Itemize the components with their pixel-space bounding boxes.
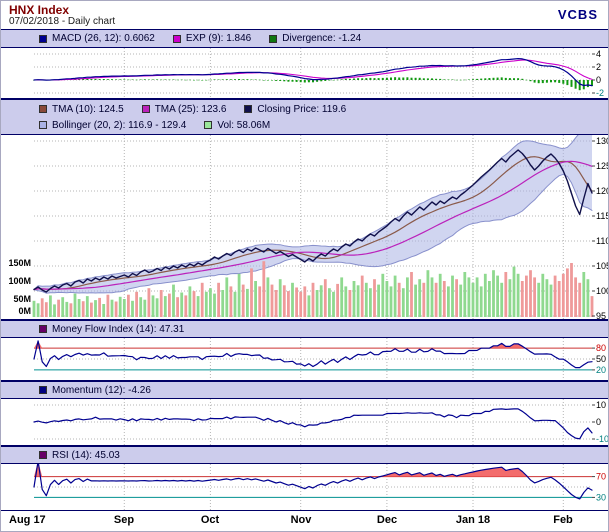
svg-text:50M: 50M (13, 294, 31, 304)
legend-item: EXP (9): 1.846 (172, 33, 252, 44)
momentum-plot: 10 0 -10 (33, 399, 608, 445)
x-axis-label: Sep (113, 514, 135, 526)
legend-item: TMA (10): 124.5 (39, 104, 124, 115)
price-panel: 130 125 120 115 110 105 100 95 150M 100M 50M 0M (1, 135, 608, 320)
macd-panel: 4 2 0 -2 (1, 48, 608, 99)
mfi-legend-row: Money Flow Index (14): 47.31 (39, 321, 608, 337)
legend-item: Closing Price: 119.6 (244, 104, 346, 115)
legend-swatch (204, 121, 213, 129)
legend-label: Divergence: -1.24 (282, 33, 362, 44)
legend-swatch (39, 325, 47, 333)
rsi-legend-row: RSI (14): 45.03 (39, 447, 608, 463)
svg-text:-2: -2 (596, 88, 604, 98)
legend-item: Vol: 58.06M (204, 120, 270, 131)
x-axis-label: Oct (200, 514, 220, 526)
x-axis-label: Feb (553, 514, 573, 526)
momentum-panel: 10 0 -10 (1, 399, 608, 446)
legend-swatch (39, 34, 47, 43)
svg-text:80: 80 (596, 343, 606, 353)
legend-item: RSI (14): 45.03 (39, 450, 120, 461)
rsi-panel: 70 30 (1, 464, 608, 511)
svg-text:2: 2 (596, 62, 601, 72)
legend-item: TMA (25): 123.6 (141, 103, 227, 115)
svg-text:130: 130 (596, 136, 608, 146)
x-axis-label: Dec (376, 514, 398, 526)
svg-text:115: 115 (596, 211, 608, 221)
price-legend-row-2: Bollinger (20, 2): 116.9 - 129.4 Vol: 58.… (39, 117, 608, 133)
legend-label: Money Flow Index (14): 47.31 (52, 323, 185, 335)
svg-text:125: 125 (596, 161, 608, 171)
legend-swatch (39, 386, 47, 394)
svg-text:100: 100 (596, 286, 608, 296)
legend-swatch (39, 451, 47, 459)
legend-swatch (141, 105, 150, 113)
legend-item: Money Flow Index (14): 47.31 (39, 324, 184, 335)
macd-legend-row: MACD (26, 12): 0.6062 EXP (9): 1.846 Diver… (39, 31, 608, 47)
svg-text:4: 4 (596, 49, 601, 59)
svg-text:150M: 150M (8, 258, 31, 268)
svg-text:95: 95 (596, 311, 606, 319)
legend-label: TMA (10): 124.5 (52, 103, 124, 115)
chart-header: HNX Index 07/02/2018 - Daily chart VCBS (1, 1, 608, 29)
svg-text:-10: -10 (596, 434, 608, 444)
legend-swatch (39, 105, 47, 113)
x-axis-label: Nov (290, 514, 312, 526)
legend-item: Momentum (12): -4.26 (39, 385, 151, 396)
legend-item: MACD (26, 12): 0.6062 (39, 33, 155, 44)
legend-item: Divergence: -1.24 (269, 33, 361, 44)
legend-label: Momentum (12): -4.26 (52, 384, 151, 396)
legend-swatch (39, 121, 47, 129)
legend-swatch (172, 34, 181, 43)
chart-title: HNX Index (9, 3, 70, 17)
momentum-legend-row: Momentum (12): -4.26 (39, 382, 608, 398)
x-axis-label: Jan 18 (455, 514, 491, 526)
legend-label: TMA (25): 123.6 (154, 103, 227, 115)
legend-item: Bollinger (20, 2): 116.9 - 129.4 (39, 120, 186, 131)
rsi-plot: 70 30 (33, 464, 606, 510)
chart-subtitle: 07/02/2018 - Daily chart (9, 16, 116, 27)
x-axis-label: Aug 17 (9, 514, 46, 526)
legend-swatch (269, 34, 278, 43)
svg-text:30: 30 (596, 492, 606, 502)
svg-text:0: 0 (596, 417, 601, 427)
svg-text:120: 120 (596, 186, 608, 196)
svg-text:110: 110 (596, 236, 608, 246)
legend-label: Vol: 58.06M (217, 119, 271, 131)
rsi-legend: RSI (14): 45.03 (1, 446, 608, 464)
svg-text:10: 10 (596, 400, 606, 410)
price-plot: 130 125 120 115 110 105 100 95 150M 100M 50M 0M (8, 135, 608, 319)
svg-text:100M: 100M (8, 276, 31, 286)
svg-text:20: 20 (596, 365, 606, 375)
momentum-legend: Momentum (12): -4.26 (1, 381, 608, 399)
svg-text:0M: 0M (18, 306, 31, 316)
legend-label: MACD (26, 12): 0.6062 (52, 33, 155, 44)
macd-legend: MACD (26, 12): 0.6062 EXP (9): 1.846 Diver… (1, 29, 608, 48)
legend-label: Closing Price: 119.6 (257, 103, 347, 115)
legend-label: Bollinger (20, 2): 116.9 - 129.4 (52, 119, 187, 131)
brand-logo: VCBS (557, 7, 598, 22)
price-legend: TMA (10): 124.5 TMA (25): 123.6 Closing Pr… (1, 99, 608, 135)
legend-label: EXP (9): 1.846 (185, 33, 252, 44)
svg-text:105: 105 (596, 261, 608, 271)
svg-text:50: 50 (596, 354, 606, 364)
svg-text:0: 0 (596, 75, 601, 85)
macd-plot: 4 2 0 -2 (33, 48, 604, 98)
legend-label: RSI (14): 45.03 (52, 449, 120, 461)
mfi-legend: Money Flow Index (14): 47.31 (1, 320, 608, 338)
svg-text:70: 70 (596, 472, 606, 482)
price-legend-row-1: TMA (10): 124.5 TMA (25): 123.6 Closing Pr… (39, 101, 608, 117)
mfi-panel: 80 50 20 (1, 338, 608, 381)
legend-swatch (244, 105, 253, 113)
x-axis: Aug 17 Sep Oct Nov Dec Jan 18 Feb (1, 511, 608, 531)
